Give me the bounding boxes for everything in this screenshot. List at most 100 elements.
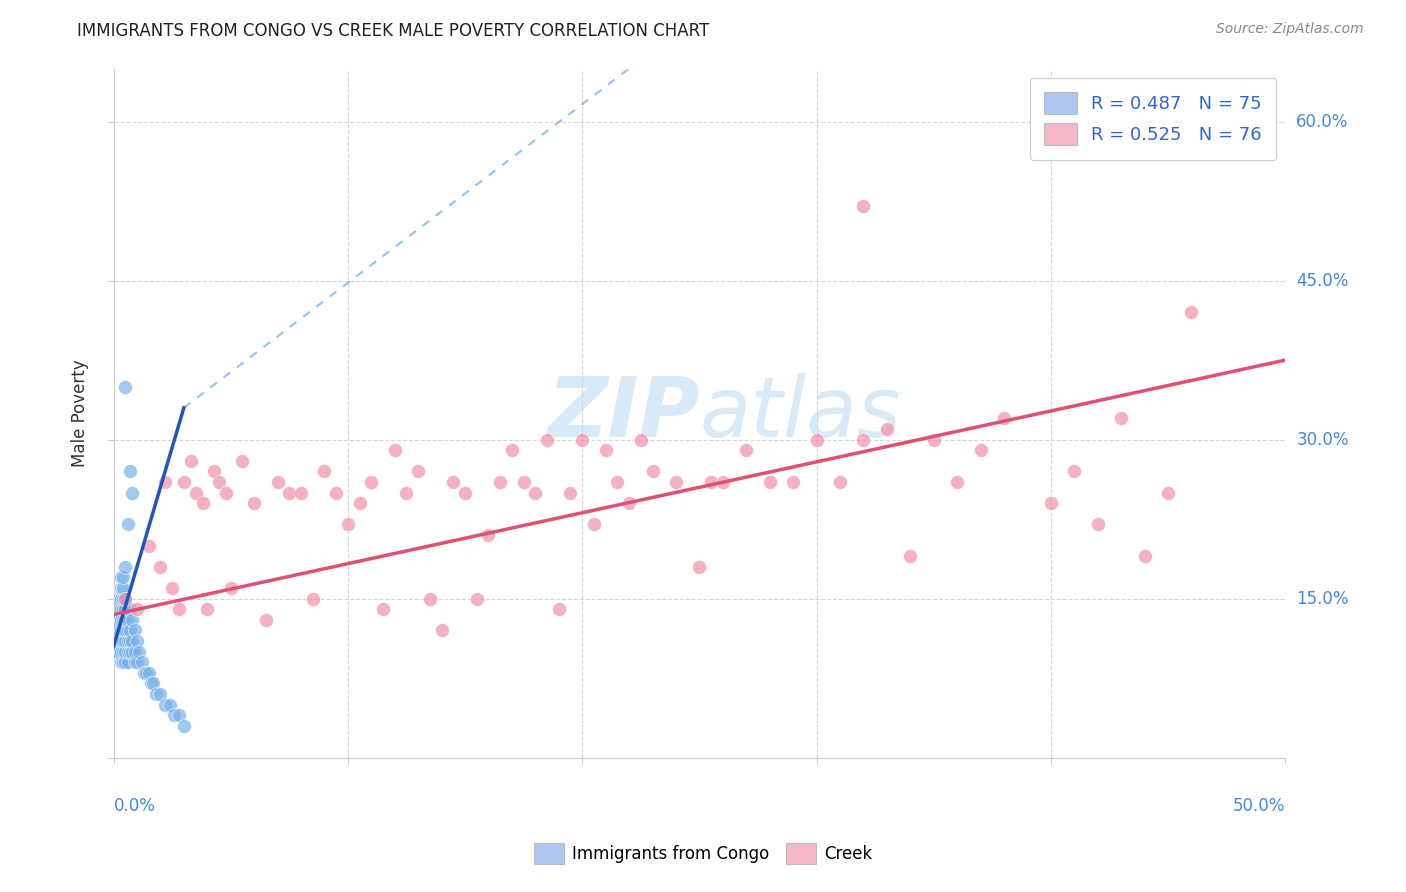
Point	[202, 464, 225, 478]
Text: 15.0%: 15.0%	[1296, 590, 1348, 607]
Point	[124, 624, 146, 638]
Point	[131, 655, 153, 669]
Point	[735, 443, 758, 458]
Point	[114, 379, 136, 393]
Point	[758, 475, 780, 489]
Point	[524, 485, 547, 500]
Point	[617, 496, 640, 510]
Legend: Immigrants from Congo, Creek: Immigrants from Congo, Creek	[527, 837, 879, 871]
Point	[582, 517, 605, 532]
Point	[117, 517, 139, 532]
Point	[384, 443, 406, 458]
Point	[110, 602, 132, 616]
Point	[145, 687, 167, 701]
Point	[852, 433, 875, 447]
Point	[782, 475, 804, 489]
Point	[489, 475, 512, 489]
Point	[111, 581, 134, 595]
Point	[111, 570, 134, 584]
Point	[117, 634, 139, 648]
Point	[121, 645, 143, 659]
Point	[107, 645, 129, 659]
Point	[167, 602, 190, 616]
Point	[110, 570, 132, 584]
Text: 30.0%: 30.0%	[1296, 431, 1348, 449]
Point	[111, 655, 134, 669]
Point	[117, 655, 139, 669]
Point	[124, 655, 146, 669]
Point	[454, 485, 477, 500]
Point	[114, 591, 136, 606]
Point	[180, 454, 202, 468]
Point	[195, 602, 218, 616]
Point	[107, 591, 129, 606]
Point	[419, 591, 441, 606]
Point	[547, 602, 569, 616]
Point	[110, 624, 132, 638]
Text: Source: ZipAtlas.com: Source: ZipAtlas.com	[1216, 22, 1364, 37]
Point	[395, 485, 418, 500]
Point	[325, 485, 347, 500]
Point	[828, 475, 851, 489]
Point	[1180, 305, 1202, 319]
Point	[138, 665, 160, 680]
Point	[114, 591, 136, 606]
Point	[160, 581, 183, 595]
Point	[153, 698, 176, 712]
Point	[125, 634, 148, 648]
Text: 45.0%: 45.0%	[1296, 271, 1348, 290]
Point	[243, 496, 266, 510]
Point	[806, 433, 828, 447]
Point	[512, 475, 534, 489]
Point	[153, 475, 176, 489]
Point	[1063, 464, 1085, 478]
Point	[111, 613, 134, 627]
Point	[114, 634, 136, 648]
Point	[215, 485, 238, 500]
Point	[278, 485, 301, 500]
Point	[142, 676, 165, 690]
Point	[118, 464, 141, 478]
Point	[1087, 517, 1109, 532]
Point	[110, 591, 132, 606]
Point	[501, 443, 523, 458]
Point	[118, 624, 141, 638]
Text: ZIP: ZIP	[547, 373, 699, 454]
Point	[630, 433, 652, 447]
Point	[110, 581, 132, 595]
Point	[121, 485, 143, 500]
Point	[665, 475, 688, 489]
Point	[104, 634, 127, 648]
Text: 60.0%: 60.0%	[1296, 112, 1348, 130]
Point	[993, 411, 1015, 425]
Point	[219, 581, 242, 595]
Point	[969, 443, 991, 458]
Point	[104, 613, 127, 627]
Text: 0.0%: 0.0%	[114, 797, 156, 814]
Text: atlas: atlas	[699, 373, 901, 454]
Point	[110, 613, 132, 627]
Point	[688, 559, 710, 574]
Point	[430, 624, 453, 638]
Point	[266, 475, 288, 489]
Point	[167, 708, 190, 723]
Point	[360, 475, 382, 489]
Point	[114, 624, 136, 638]
Text: 50.0%: 50.0%	[1233, 797, 1285, 814]
Point	[173, 719, 195, 733]
Point	[163, 708, 186, 723]
Point	[876, 422, 898, 436]
Legend: R = 0.487   N = 75, R = 0.525   N = 76: R = 0.487 N = 75, R = 0.525 N = 76	[1029, 78, 1277, 160]
Point	[536, 433, 558, 447]
Point	[125, 602, 148, 616]
Point	[406, 464, 429, 478]
Point	[571, 433, 593, 447]
Point	[117, 613, 139, 627]
Point	[1133, 549, 1156, 564]
Point	[711, 475, 734, 489]
Point	[149, 559, 172, 574]
Point	[1109, 411, 1132, 425]
Point	[110, 655, 132, 669]
Point	[128, 645, 150, 659]
Point	[107, 613, 129, 627]
